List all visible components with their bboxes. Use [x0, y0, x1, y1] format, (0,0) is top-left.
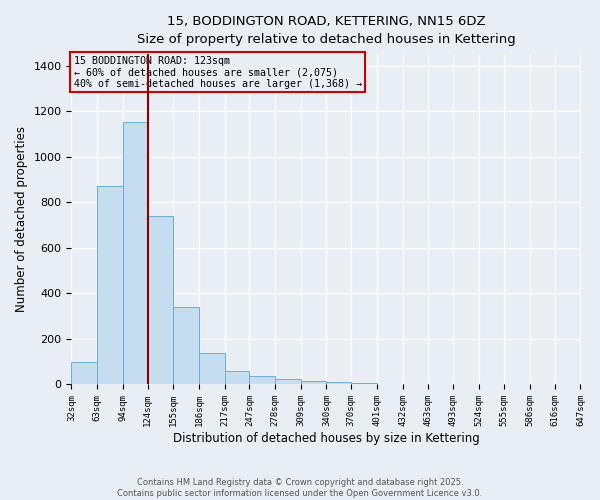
Bar	[199, 352, 224, 384]
Text: Contains HM Land Registry data © Crown copyright and database right 2025.
Contai: Contains HM Land Registry data © Crown c…	[118, 478, 482, 498]
Bar	[250, 376, 275, 384]
Bar	[123, 122, 148, 384]
Title: 15, BODDINGTON ROAD, KETTERING, NN15 6DZ
Size of property relative to detached h: 15, BODDINGTON ROAD, KETTERING, NN15 6DZ…	[137, 15, 515, 46]
Bar	[173, 307, 199, 384]
Bar	[71, 362, 97, 384]
Y-axis label: Number of detached properties: Number of detached properties	[15, 126, 28, 312]
Bar	[148, 216, 173, 384]
Bar	[275, 379, 301, 384]
Bar	[326, 382, 351, 384]
Bar	[224, 371, 250, 384]
Bar	[97, 186, 123, 384]
X-axis label: Distribution of detached houses by size in Kettering: Distribution of detached houses by size …	[173, 432, 479, 445]
Bar	[301, 381, 326, 384]
Text: 15 BODDINGTON ROAD: 123sqm
← 60% of detached houses are smaller (2,075)
40% of s: 15 BODDINGTON ROAD: 123sqm ← 60% of deta…	[74, 56, 362, 89]
